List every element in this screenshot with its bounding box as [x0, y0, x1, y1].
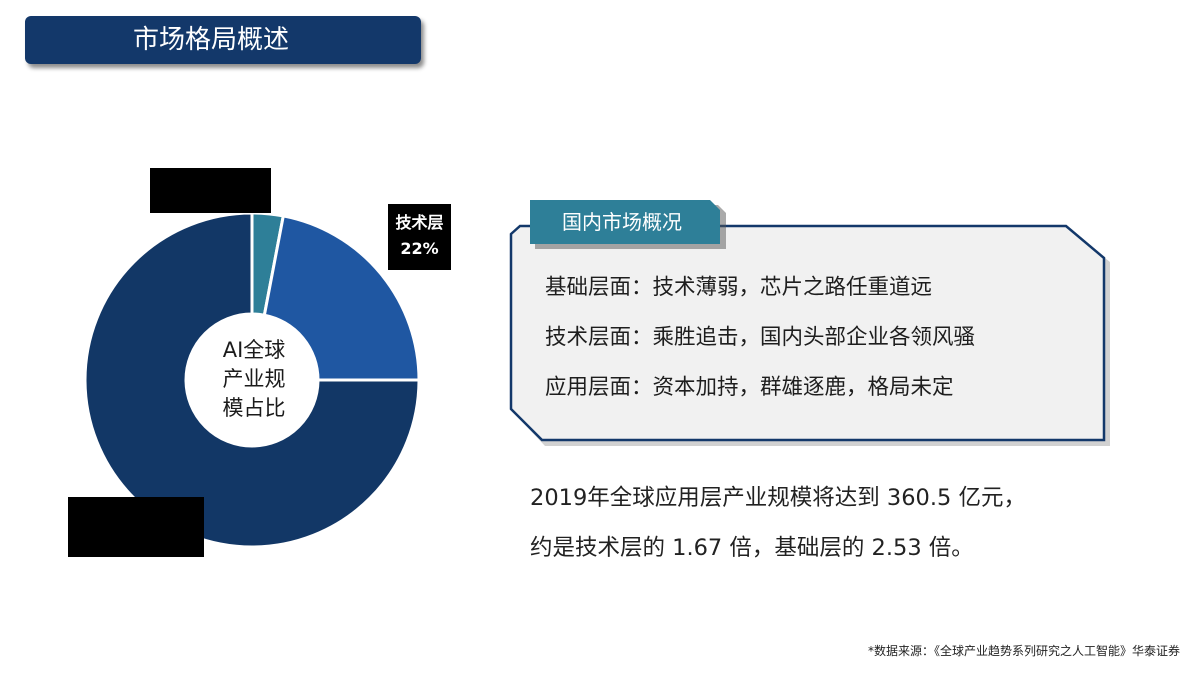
panel-tag-shape	[530, 200, 720, 244]
data-label-category: 技术层	[395, 213, 444, 232]
summary-line-1: 2019年全球应用层产业规模将达到 360.5 亿元，	[530, 485, 1026, 511]
panel-line-application: 应用层面：资本加持，群雄逐鹿，格局未定	[545, 375, 954, 400]
panel-tag-label: 国内市场概况	[562, 210, 682, 234]
donut-hole	[186, 314, 318, 446]
data-source-note: *数据来源：《全球产业趋势系列研究之人工智能》华泰证券	[867, 644, 1180, 658]
market-panel-frame	[509, 200, 1110, 446]
summary-line-2: 约是技术层的 1.67 倍，基础层的 2.53 倍。	[530, 535, 974, 561]
donut-center-label: AI全球 产业规 模占比	[189, 336, 319, 423]
panel-body	[509, 224, 1106, 442]
donut-slice-技术层	[262, 214, 421, 382]
center-label-line: AI全球	[222, 338, 286, 362]
panel-line-technology: 技术层面：乘胜追击，国内头部企业各领风骚	[545, 325, 976, 350]
center-label-line: 产业规	[222, 367, 286, 391]
redacted-label-top	[150, 168, 271, 213]
data-label-tech-layer: 技术层 22%	[388, 204, 451, 270]
donut-chart	[83, 211, 421, 549]
redacted-label-bottom	[68, 497, 204, 557]
center-label-line: 模占比	[222, 396, 286, 420]
page-title: 市场格局概述	[25, 16, 421, 64]
data-label-value: 22%	[400, 239, 439, 258]
panel-line-foundation: 基础层面：技术薄弱，芯片之路任重道远	[545, 275, 933, 300]
